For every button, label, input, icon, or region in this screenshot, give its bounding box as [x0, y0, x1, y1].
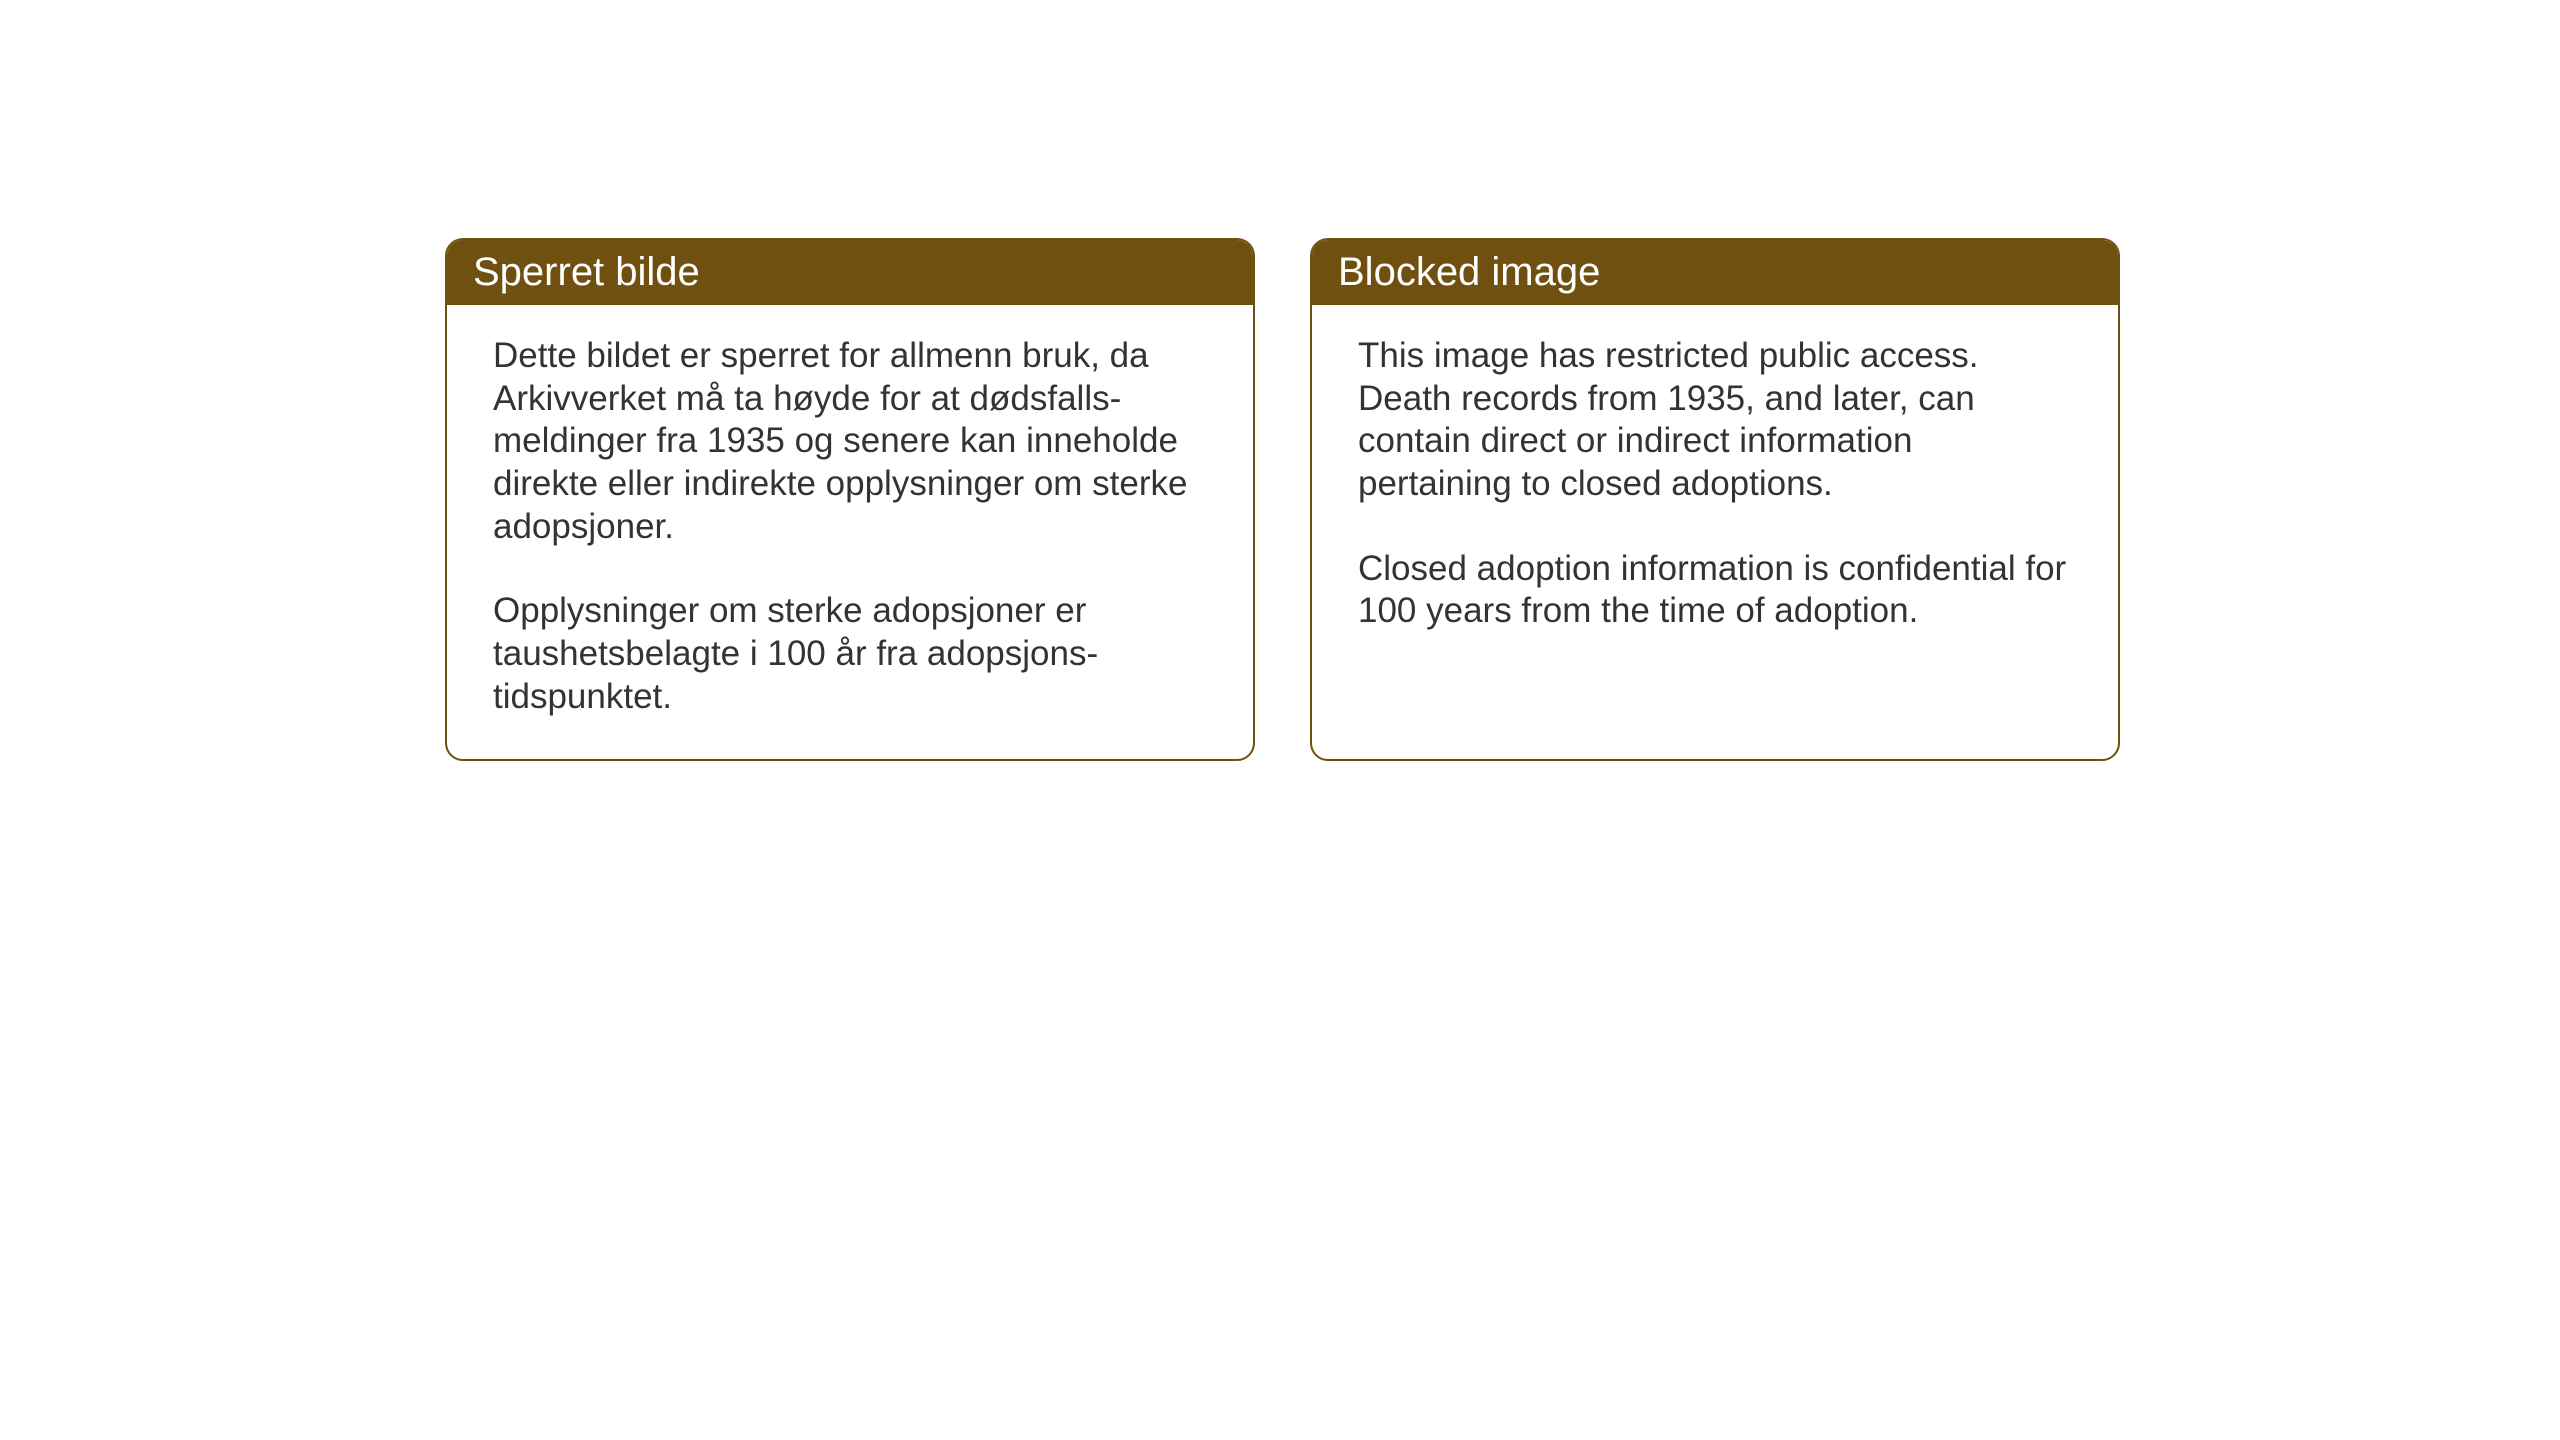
paragraph-1-english: This image has restricted public access.…: [1358, 335, 2072, 506]
card-header-norwegian: Sperret bilde: [447, 240, 1253, 305]
blocked-image-card-english: Blocked image This image has restricted …: [1310, 238, 2120, 761]
blocked-image-card-norwegian: Sperret bilde Dette bildet er sperret fo…: [445, 238, 1255, 761]
cards-container: Sperret bilde Dette bildet er sperret fo…: [445, 238, 2120, 761]
card-body-english: This image has restricted public access.…: [1312, 305, 2118, 673]
paragraph-1-norwegian: Dette bildet er sperret for allmenn bruk…: [493, 335, 1207, 548]
card-body-norwegian: Dette bildet er sperret for allmenn bruk…: [447, 305, 1253, 759]
card-title-norwegian: Sperret bilde: [473, 250, 700, 294]
paragraph-2-english: Closed adoption information is confident…: [1358, 548, 2072, 633]
card-header-english: Blocked image: [1312, 240, 2118, 305]
paragraph-2-norwegian: Opplysninger om sterke adopsjoner er tau…: [493, 590, 1207, 718]
card-title-english: Blocked image: [1338, 250, 1600, 294]
